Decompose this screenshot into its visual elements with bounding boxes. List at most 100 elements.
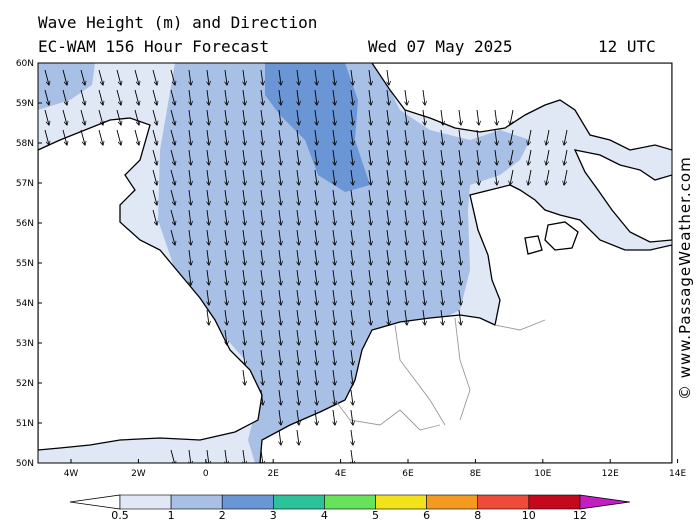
wave-arrow [243, 229, 245, 245]
wave-arrow [351, 209, 353, 225]
lat-label: 52N [16, 379, 34, 389]
wave-arrow [315, 409, 317, 425]
wave-arrow [423, 249, 425, 265]
wave-arrow [98, 69, 103, 85]
wave-arrow [134, 89, 139, 105]
wave-arrow [261, 129, 263, 145]
wave-arrow [44, 89, 49, 105]
wave-arrow [297, 249, 299, 265]
wave-arrow [369, 289, 371, 305]
wave-arrow [152, 89, 157, 105]
wave-arrow [564, 149, 568, 165]
wave-arrow [279, 209, 281, 225]
wave-arrow [333, 189, 335, 205]
wave-arrow [189, 149, 191, 165]
wave-arrow [225, 129, 227, 145]
wave-arrow [207, 289, 209, 305]
wave-arrow [441, 289, 443, 305]
wave-arrow [369, 169, 371, 185]
wave-arrow [564, 169, 568, 185]
wave-arrow [369, 129, 371, 145]
wave-arrow [261, 209, 263, 225]
wave-arrow [459, 229, 461, 245]
wave-arrow [279, 109, 281, 125]
wave-arrow [387, 109, 389, 125]
wave-arrow [152, 209, 157, 225]
wave-arrow [387, 89, 389, 105]
wave-arrow [80, 109, 85, 125]
wave-arrow [564, 129, 568, 145]
wave-arrow [528, 169, 532, 185]
wave-arrow [405, 149, 407, 165]
legend-label: 1 [168, 509, 175, 522]
wave-arrow [351, 129, 353, 145]
wave-arrow [261, 109, 263, 125]
wave-arrow [170, 89, 175, 105]
lon-label: 2E [267, 469, 279, 479]
wave-arrow [243, 209, 245, 225]
lon-label: 0 [203, 469, 209, 479]
wave-arrow [423, 209, 425, 225]
wave-arrow [207, 149, 209, 165]
wave-arrow [405, 109, 407, 125]
wave-arrow [261, 189, 263, 205]
wave-arrow [477, 129, 479, 145]
legend-swatch [528, 494, 581, 510]
wave-arrow [134, 69, 139, 85]
forecast-time: 12 UTC [598, 37, 656, 56]
wave-arrow [315, 329, 317, 345]
wave-arrow [546, 149, 550, 165]
wave-arrow [207, 69, 209, 85]
lon-label: 10E [534, 469, 551, 479]
wave-arrow [243, 129, 245, 145]
wave-arrow [243, 369, 245, 385]
lat-label: 54N [16, 299, 34, 309]
wave-arrow [279, 169, 281, 185]
lat-label: 51N [16, 419, 34, 429]
legend-swatch [221, 494, 274, 510]
wave-arrow [315, 149, 317, 165]
lon-label: 4E [335, 469, 347, 479]
wave-arrow [225, 209, 227, 225]
wave-arrow [369, 89, 371, 105]
wave-arrow [189, 229, 191, 245]
land-masses [38, 63, 672, 463]
wave-arrow [279, 349, 281, 365]
wave-arrow [315, 269, 317, 285]
wave-arrow [369, 189, 371, 205]
wave-arrow [279, 129, 281, 145]
wave-arrow [44, 69, 49, 85]
wave-arrow [243, 89, 245, 105]
wave-arrow [315, 309, 317, 325]
lon-label: 2W [131, 469, 146, 479]
wave-arrow [225, 149, 227, 165]
wave-arrow [98, 129, 103, 145]
wave-arrow [243, 189, 245, 205]
land-continent [259, 184, 672, 463]
wave-arrow [351, 369, 353, 385]
wave-arrow [189, 89, 191, 105]
wave-arrow [441, 169, 443, 185]
lat-label: 53N [16, 339, 34, 349]
wave-arrow [369, 69, 371, 85]
wave-arrow [423, 189, 425, 205]
wave-arrow [423, 269, 425, 285]
wave-arrow [279, 369, 281, 385]
wave-arrow [134, 109, 139, 125]
legend-swatch [375, 494, 427, 510]
wave-arrow [279, 149, 281, 165]
wave-arrow [207, 269, 209, 285]
wave-arrow [441, 229, 443, 245]
wave-arrow [62, 89, 67, 105]
wave-arrow [495, 129, 497, 145]
wave-arrow [333, 129, 335, 145]
sea-mid-band-nw [38, 63, 95, 110]
wave-arrow [279, 89, 281, 105]
wave-arrow [369, 249, 371, 265]
wave-arrow [315, 249, 317, 265]
wave-arrow [62, 109, 67, 125]
wave-arrow [80, 69, 85, 85]
wave-arrow [369, 309, 371, 325]
wave-arrow [387, 229, 389, 245]
legend-label: 5 [372, 509, 379, 522]
